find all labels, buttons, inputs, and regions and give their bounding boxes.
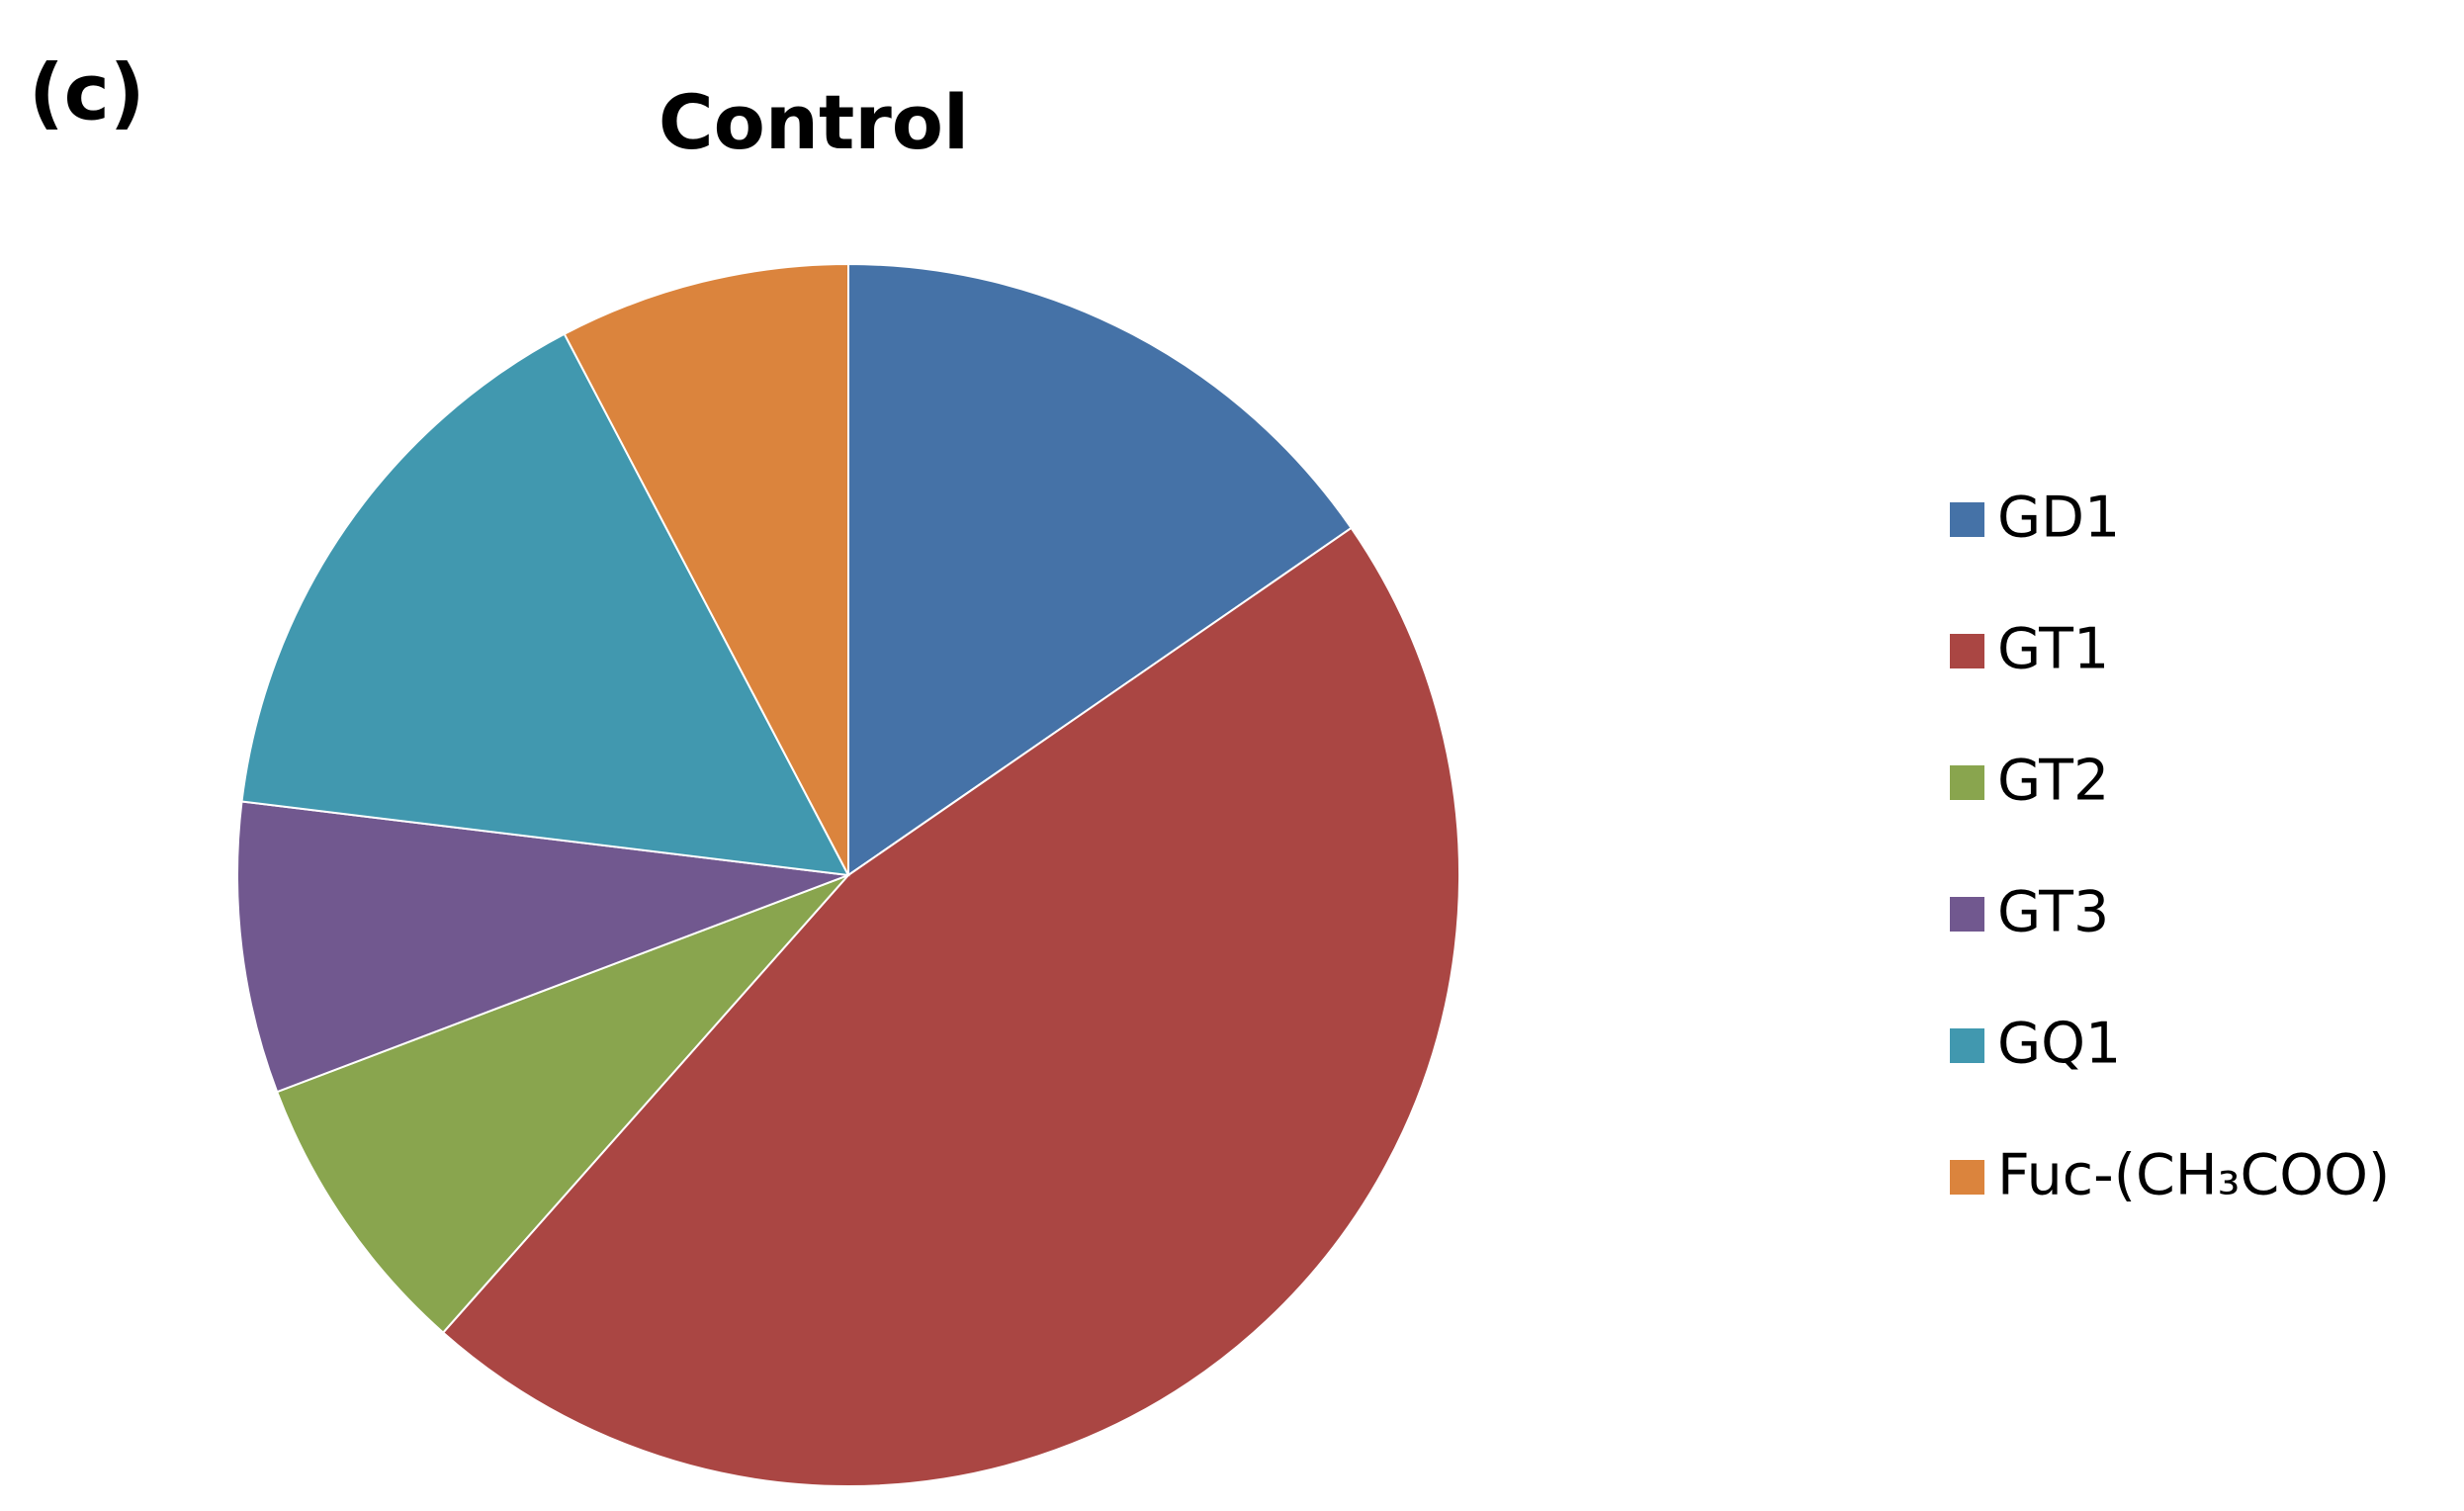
legend-swatch: [1950, 897, 1984, 932]
legend-text: GD1: [1997, 486, 2120, 551]
legend-text: GT3: [1997, 880, 2109, 945]
chart-title: Control: [659, 78, 969, 166]
pie-slice: [275, 874, 849, 1334]
pie-slice: [441, 526, 1460, 1487]
legend-text: GQ1: [1997, 1012, 2121, 1077]
legend-swatch: [1950, 765, 1984, 800]
pie-slice: [240, 332, 850, 877]
legend-swatch: [1950, 502, 1984, 537]
legend-text: GT2: [1997, 749, 2109, 814]
legend-swatch: [1950, 1160, 1984, 1195]
legend-swatch: [1950, 634, 1984, 668]
pie-slice: [236, 800, 849, 1094]
pie-slice: [847, 262, 1353, 877]
legend-text: GT1: [1997, 617, 2109, 682]
panel-label: (c): [29, 48, 145, 137]
pie-slice: [563, 262, 849, 876]
legend-text: Fuc-(CH₃COO): [1997, 1143, 2390, 1208]
legend-swatch: [1950, 1028, 1984, 1063]
